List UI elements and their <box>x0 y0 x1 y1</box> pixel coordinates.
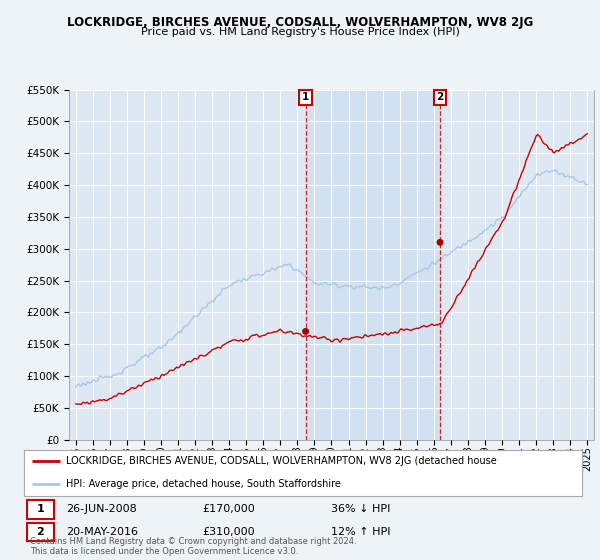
Text: 1: 1 <box>37 504 44 514</box>
Text: 1: 1 <box>302 92 309 102</box>
Text: £310,000: £310,000 <box>203 527 255 537</box>
Text: £170,000: £170,000 <box>203 504 256 514</box>
Text: 26-JUN-2008: 26-JUN-2008 <box>66 504 137 514</box>
Text: LOCKRIDGE, BIRCHES AVENUE, CODSALL, WOLVERHAMPTON, WV8 2JG: LOCKRIDGE, BIRCHES AVENUE, CODSALL, WOLV… <box>67 16 533 29</box>
Point <box>301 327 310 336</box>
Text: Price paid vs. HM Land Registry's House Price Index (HPI): Price paid vs. HM Land Registry's House … <box>140 27 460 37</box>
Text: 20-MAY-2016: 20-MAY-2016 <box>66 527 138 537</box>
FancyBboxPatch shape <box>27 500 53 519</box>
Bar <box>305 90 440 440</box>
Text: LOCKRIDGE, BIRCHES AVENUE, CODSALL, WOLVERHAMPTON, WV8 2JG (detached house: LOCKRIDGE, BIRCHES AVENUE, CODSALL, WOLV… <box>66 456 497 466</box>
Text: HPI: Average price, detached house, South Staffordshire: HPI: Average price, detached house, Sout… <box>66 479 341 489</box>
Text: 2: 2 <box>37 527 44 537</box>
FancyBboxPatch shape <box>27 522 53 542</box>
Text: Contains HM Land Registry data © Crown copyright and database right 2024.
This d: Contains HM Land Registry data © Crown c… <box>29 536 356 556</box>
Text: 12% ↑ HPI: 12% ↑ HPI <box>331 527 391 537</box>
Text: 36% ↓ HPI: 36% ↓ HPI <box>331 504 390 514</box>
Point <box>435 238 445 247</box>
Text: 2: 2 <box>436 92 444 102</box>
